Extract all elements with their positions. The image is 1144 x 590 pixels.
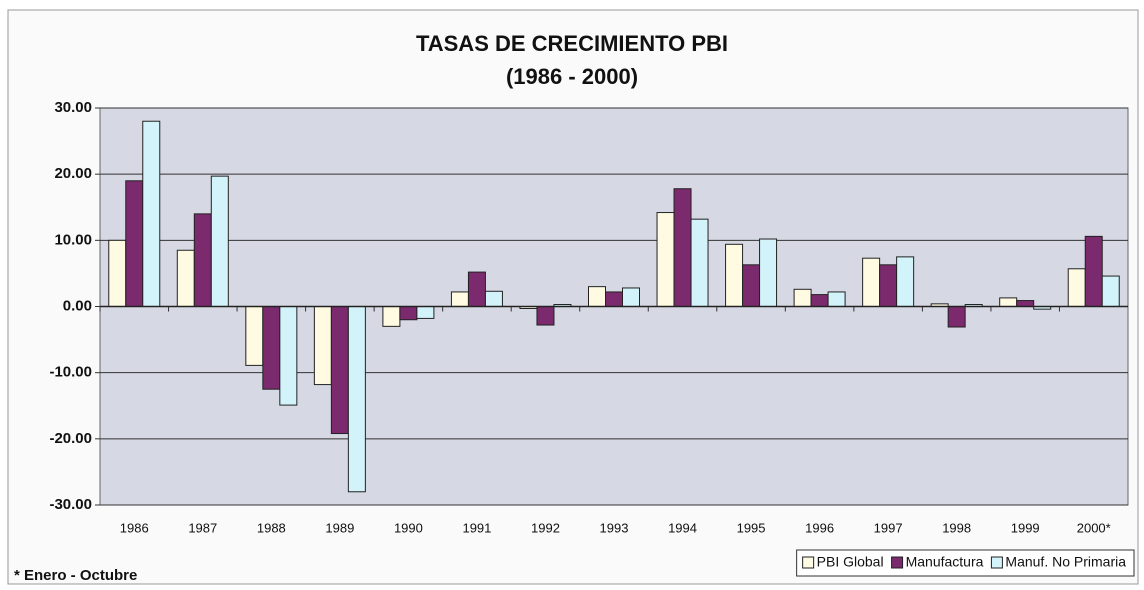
bar bbox=[690, 218, 709, 307]
chart-title: TASAS DE CRECIMIENTO PBI bbox=[416, 31, 728, 56]
x-tick-label: 1989 bbox=[325, 520, 354, 535]
legend-label: Manuf. No Primaria bbox=[1005, 554, 1126, 570]
x-tick-label: 1993 bbox=[600, 520, 629, 535]
bar bbox=[210, 175, 229, 307]
x-tick-label: 1997 bbox=[874, 520, 903, 535]
legend-swatch bbox=[891, 556, 904, 569]
bar bbox=[279, 306, 298, 406]
bar bbox=[416, 306, 435, 319]
bar bbox=[622, 287, 640, 307]
footnote: * Enero - Octubre bbox=[14, 567, 137, 584]
legend-label: PBI Global bbox=[817, 554, 884, 570]
bar bbox=[759, 238, 778, 307]
x-tick-label: 1986 bbox=[120, 520, 149, 535]
bar bbox=[484, 290, 503, 308]
y-tick-label: 20.00 bbox=[54, 165, 92, 182]
y-tick-label: -30.00 bbox=[49, 496, 92, 513]
x-tick-label: 1991 bbox=[462, 520, 491, 535]
bar bbox=[193, 213, 212, 307]
bar bbox=[245, 306, 264, 366]
bar bbox=[330, 306, 349, 435]
bar bbox=[947, 306, 966, 328]
bar bbox=[1067, 268, 1086, 308]
bar bbox=[108, 239, 127, 307]
bar bbox=[656, 212, 675, 307]
bar bbox=[536, 306, 555, 326]
bar bbox=[125, 180, 144, 308]
y-tick-label: 30.00 bbox=[54, 99, 92, 116]
bar bbox=[1084, 235, 1103, 307]
bar bbox=[1101, 275, 1120, 307]
legend: PBI Global Manufactura Manuf. No Primaria bbox=[796, 549, 1135, 577]
legend-label: Manufactura bbox=[906, 554, 984, 570]
bar bbox=[382, 306, 401, 327]
bar bbox=[742, 264, 761, 308]
bar bbox=[313, 306, 332, 386]
legend-box bbox=[796, 549, 1135, 577]
bar bbox=[1016, 300, 1035, 308]
bar bbox=[827, 291, 846, 307]
x-tick-label: 1996 bbox=[805, 520, 834, 535]
bar bbox=[879, 264, 898, 308]
bar bbox=[347, 306, 366, 493]
bar bbox=[467, 271, 486, 307]
y-tick-label: -10.00 bbox=[49, 364, 92, 381]
bar bbox=[673, 188, 692, 307]
x-tick-label: 1988 bbox=[257, 520, 286, 535]
bar bbox=[176, 249, 195, 307]
y-tick-label: -20.00 bbox=[49, 430, 92, 447]
y-tick-label: 10.00 bbox=[54, 231, 92, 248]
bar bbox=[862, 257, 881, 307]
x-tick-label: 1990 bbox=[394, 520, 423, 535]
x-tick-label: 1992 bbox=[531, 520, 560, 535]
chart-subtitle: (1986 - 2000) bbox=[506, 64, 638, 89]
legend-swatch bbox=[802, 556, 815, 569]
bar bbox=[450, 291, 469, 307]
x-tick-label: 2000* bbox=[1077, 520, 1111, 535]
bar bbox=[399, 306, 418, 321]
x-tick-label: 1995 bbox=[737, 520, 766, 535]
bar bbox=[896, 256, 915, 307]
x-tick-label: 1999 bbox=[1011, 520, 1040, 535]
x-tick-label: 1998 bbox=[942, 520, 971, 535]
bar bbox=[725, 243, 744, 307]
bar bbox=[588, 286, 606, 307]
bar bbox=[142, 120, 161, 307]
x-tick-label: 1987 bbox=[188, 520, 217, 535]
bar bbox=[605, 291, 623, 307]
bar bbox=[793, 288, 812, 307]
bar bbox=[999, 297, 1018, 308]
bar bbox=[262, 306, 281, 390]
bar bbox=[810, 294, 829, 307]
legend-swatch bbox=[990, 556, 1003, 569]
y-tick-label: 0.00 bbox=[63, 297, 92, 314]
x-tick-label: 1994 bbox=[668, 520, 697, 535]
